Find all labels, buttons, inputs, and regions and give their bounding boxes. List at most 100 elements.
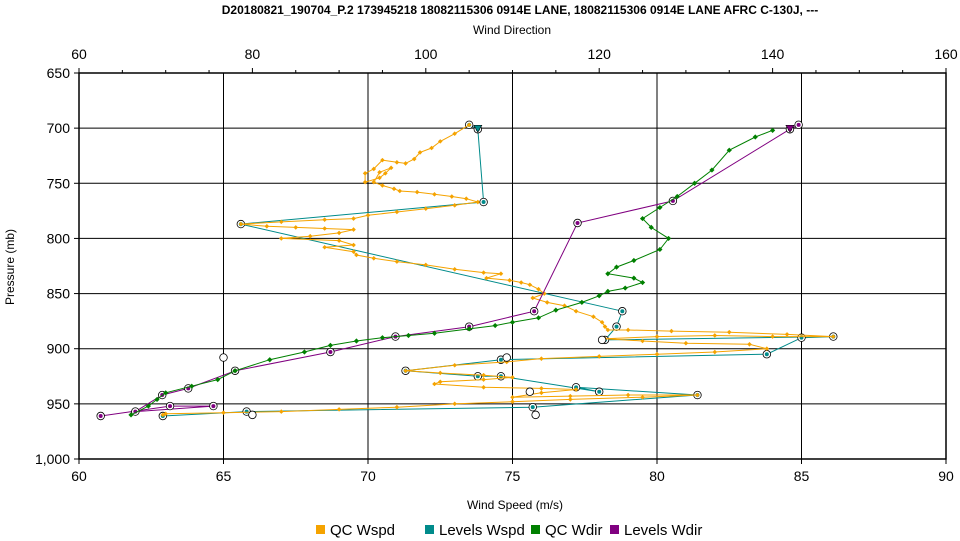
data-point	[674, 193, 680, 200]
legend-swatch	[425, 525, 434, 534]
data-point	[539, 390, 544, 396]
data-point	[189, 383, 195, 389]
data-point	[510, 399, 515, 404]
data-point	[568, 393, 573, 399]
data-point	[527, 282, 533, 288]
top-level-marker	[473, 124, 483, 133]
data-point	[498, 271, 504, 277]
data-point	[238, 221, 244, 227]
data-point	[599, 319, 605, 325]
data-point	[351, 249, 356, 254]
data-point	[379, 335, 386, 341]
data-point	[466, 122, 472, 128]
x2-tick-label: 140	[761, 46, 785, 62]
level-point	[575, 220, 580, 225]
data-point	[351, 227, 356, 232]
data-point	[432, 192, 437, 197]
data-point	[536, 286, 541, 292]
data-point	[596, 354, 602, 359]
data-point	[691, 180, 698, 186]
data-point	[622, 285, 628, 291]
data-point	[232, 368, 238, 374]
data-point	[726, 329, 732, 335]
series-layer	[96, 120, 838, 421]
data-point	[351, 216, 356, 221]
data-point	[539, 386, 544, 391]
data-point	[613, 264, 620, 270]
open-circle-markers	[219, 335, 607, 420]
y-tick-label: 950	[47, 396, 71, 412]
level-point	[796, 122, 801, 127]
x-tick-label: 70	[360, 468, 376, 484]
data-point	[154, 396, 160, 403]
data-point	[380, 183, 385, 188]
data-point	[481, 270, 486, 275]
data-point	[403, 368, 408, 374]
open-circle-marker	[219, 353, 228, 362]
y-tick-label: 900	[47, 341, 71, 357]
data-point	[449, 194, 455, 199]
data-point	[591, 314, 596, 320]
data-point	[327, 342, 334, 349]
legend-swatch	[610, 525, 619, 534]
x2-tick-label: 80	[245, 46, 261, 62]
data-point	[432, 381, 437, 387]
axis-ticks: 60 65 70 75 80 85 90 60 80 100 120 140 160 650 700 750 8…	[35, 46, 958, 484]
data-point	[437, 379, 443, 385]
data-point	[336, 407, 342, 412]
x-tick-label: 90	[938, 468, 954, 484]
data-point	[764, 346, 770, 352]
data-point	[437, 370, 443, 376]
data-point	[510, 375, 515, 380]
data-point	[145, 403, 151, 409]
level-point	[764, 352, 769, 357]
data-point	[336, 230, 342, 236]
data-point	[423, 206, 429, 211]
data-point	[596, 293, 602, 299]
data-point	[605, 271, 611, 277]
data-point	[544, 300, 550, 305]
legend-item: QC Wdir	[531, 522, 603, 539]
data-point	[631, 257, 637, 264]
data-point	[377, 169, 382, 175]
data-point	[452, 203, 457, 208]
data-point	[383, 171, 388, 176]
data-point	[510, 394, 515, 400]
open-circle-marker	[248, 410, 257, 420]
data-point	[267, 357, 273, 363]
open-circle-marker	[597, 335, 607, 345]
data-point	[518, 280, 524, 285]
data-point	[726, 147, 732, 153]
data-point	[475, 199, 481, 205]
data-point	[452, 267, 457, 272]
legend-item: Levels Wspd	[425, 522, 525, 539]
data-point	[605, 288, 611, 294]
y-tick-label: 650	[47, 65, 71, 81]
top-axis-label: Wind Direction	[473, 23, 551, 37]
data-point	[322, 226, 327, 231]
data-point	[322, 217, 327, 222]
chart-title: D20180821_190704_P.2 173945218 180821153…	[222, 3, 818, 17]
data-point	[411, 156, 417, 162]
legend-label: Levels Wspd	[439, 522, 525, 539]
data-point	[452, 401, 457, 407]
level-point	[481, 200, 486, 205]
data-point	[160, 412, 166, 418]
data-point	[507, 278, 512, 283]
data-point	[163, 390, 169, 396]
data-point	[452, 362, 457, 368]
legend-label: QC Wspd	[330, 522, 395, 539]
y-axis-label: Pressure (mb)	[3, 229, 17, 305]
data-point	[377, 175, 382, 181]
data-point	[553, 307, 559, 313]
data-point	[481, 385, 486, 390]
legend-item: QC Wspd	[316, 522, 395, 539]
data-point	[657, 246, 663, 253]
data-point	[648, 224, 654, 230]
data-point	[365, 212, 371, 218]
y-tick-label: 750	[47, 175, 71, 191]
data-point	[492, 322, 498, 329]
data-point	[573, 308, 579, 314]
data-point	[695, 392, 700, 398]
